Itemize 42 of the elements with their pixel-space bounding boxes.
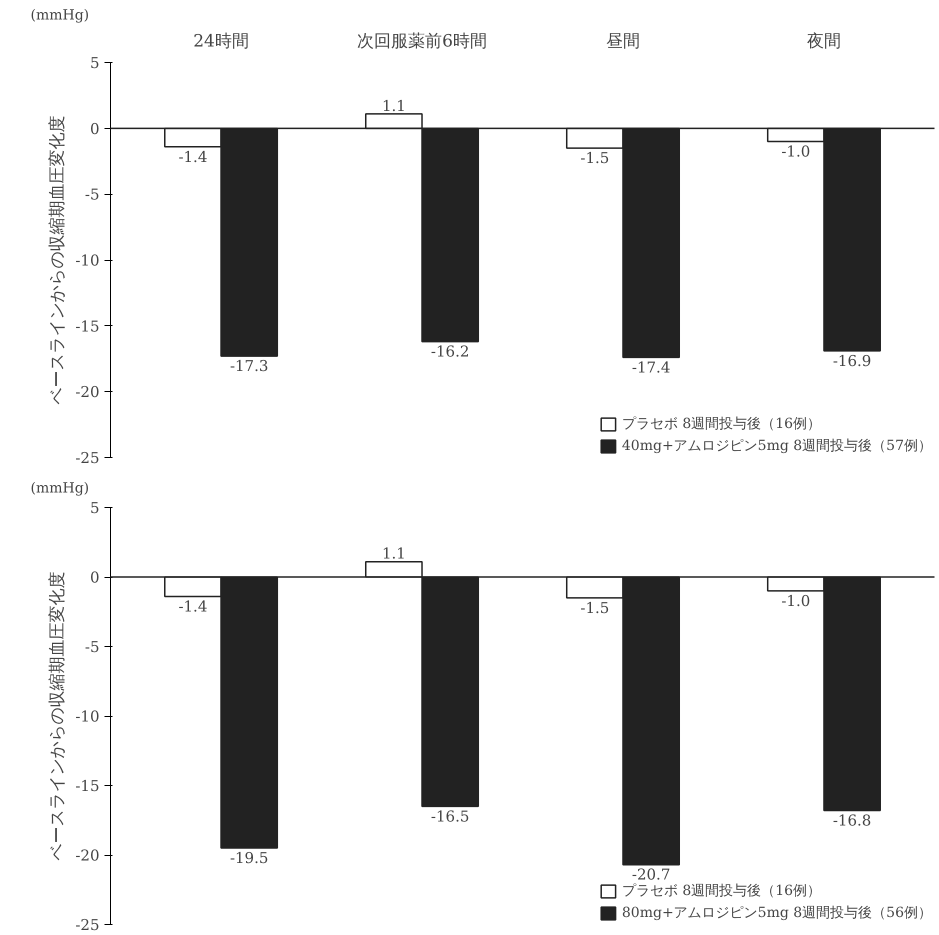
data-label: -16.9 [832, 352, 872, 370]
y-tick-label: -20 [75, 383, 100, 402]
y-tick-label: -25 [75, 916, 100, 934]
x-tick-label: 24時間 [193, 32, 249, 52]
data-label: -1.4 [178, 148, 208, 166]
y-tick-label: -15 [75, 317, 100, 336]
y-tick-label: -5 [84, 638, 100, 656]
y-tick-label: 0 [90, 120, 100, 138]
legend-label: 80mg+アムロジピン5mg 8週間投与後（56例） [622, 904, 932, 922]
legend-label: プラセボ 8週間投与後（16例） [622, 882, 822, 900]
y-axis-title: ベースラインからの収縮期血圧変化度 [47, 572, 68, 860]
y-tick-label: -5 [84, 186, 100, 204]
text: (mmHg) [30, 8, 90, 24]
data-label: -1.0 [781, 142, 810, 160]
y-tick-label: -10 [75, 708, 100, 726]
y-tick-label: -20 [75, 846, 100, 864]
x-tick-label: 昼間 [606, 32, 640, 52]
y-tick-label: 0 [90, 568, 100, 586]
x-tick-label: 夜間 [806, 32, 841, 52]
data-label: -16.8 [832, 812, 872, 830]
data-label: -19.5 [230, 849, 268, 868]
y-tick-label: -15 [75, 777, 100, 795]
data-label: -16.5 [430, 807, 470, 826]
y-tick-label: -10 [75, 252, 100, 270]
data-label: -1.5 [580, 149, 610, 168]
data-label: -17.3 [230, 357, 268, 376]
y-tick-label: 5 [90, 499, 100, 517]
data-label: -16.2 [430, 342, 470, 361]
data-label: 1.1 [382, 544, 406, 563]
y-tick-label: -25 [75, 449, 100, 467]
data-label: -20.7 [632, 866, 670, 884]
y-tick-label: 5 [90, 54, 100, 72]
data-label: -1.4 [178, 597, 208, 616]
legend-label: プラセボ 8週間投与後（16例） [622, 415, 822, 433]
legend-label: 40mg+アムロジピン5mg 8週間投与後（57例） [622, 437, 932, 455]
y-axis-title: ベースラインからの収縮期血圧変化度 [47, 116, 68, 404]
data-label: -1.0 [781, 592, 810, 610]
data-label: 1.1 [382, 96, 406, 115]
data-label: -1.5 [580, 598, 610, 617]
x-tick-label: 次回服薬前6時間 [357, 32, 487, 52]
data-label: -17.4 [632, 358, 670, 376]
text: (mmHg) [30, 480, 90, 496]
